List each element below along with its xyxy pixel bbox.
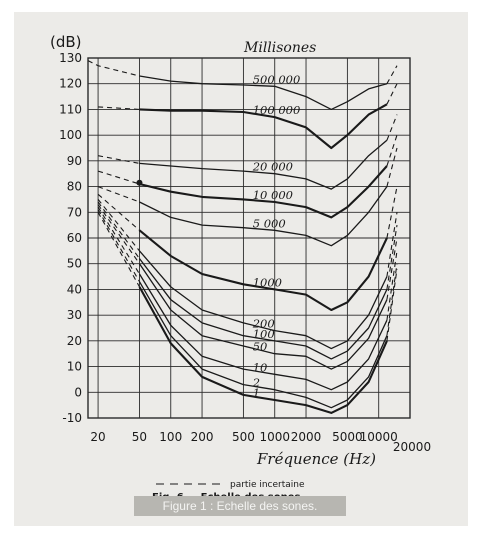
- curve-label: 100 000: [253, 103, 301, 117]
- curve-200-uncertain-high: [386, 212, 398, 277]
- x-tick-label: 10000: [360, 430, 398, 444]
- y-tick-label: 130: [59, 51, 82, 65]
- curve-10000-solid: [139, 165, 388, 219]
- curve-label: 2: [252, 376, 260, 390]
- x-tick-label: 500: [232, 430, 255, 444]
- curve-2-uncertain-high: [386, 263, 398, 336]
- x-tick-label: 100: [159, 430, 182, 444]
- curve-2-uncertain-low: [97, 209, 140, 282]
- curve-200-uncertain-low: [97, 199, 140, 252]
- curve-label: 20 000: [252, 160, 293, 174]
- curve-200-solid: [139, 250, 388, 350]
- curve-500000-solid: [139, 75, 388, 111]
- curve-2-solid: [138, 281, 388, 409]
- curve-500000-uncertain-low: [87, 60, 140, 77]
- curve-1000-solid: [138, 229, 388, 312]
- y-tick-label: 120: [59, 77, 82, 91]
- curve-label: 10 000: [253, 188, 293, 202]
- curve-label: 10: [253, 360, 268, 374]
- y-tick-label: 110: [59, 102, 82, 116]
- curve-20000-uncertain-high: [386, 114, 398, 141]
- curve-100000-uncertain-low: [98, 106, 140, 110]
- x-tick-label: 5000: [332, 430, 363, 444]
- curve-20000-solid: [139, 139, 388, 190]
- curves: [87, 60, 398, 414]
- y-tick-label: 90: [67, 154, 82, 168]
- curve-10000-uncertain-high: [386, 134, 398, 167]
- curve-500000-uncertain-high: [386, 65, 398, 84]
- x-tick-label: 50: [132, 430, 147, 444]
- curve-10-uncertain-high: [386, 250, 398, 321]
- curve-label: 1000: [253, 275, 282, 289]
- curve-label: 50: [253, 340, 268, 354]
- y-tick-label: 10: [67, 360, 82, 374]
- curve-group-label: Millisones: [243, 40, 316, 56]
- curve-20000-uncertain-low: [97, 155, 140, 164]
- figure-caption: Figure 1 : Echelle des sones.: [134, 496, 346, 516]
- curve-1-solid: [138, 286, 388, 414]
- curve-label: 5 000: [253, 216, 286, 230]
- x-tick-label: 1000: [259, 430, 290, 444]
- curve-label: 1: [253, 386, 260, 400]
- curve-50-uncertain-low: [97, 204, 140, 265]
- curve-10-solid: [138, 273, 388, 391]
- y-tick-label: 80: [67, 180, 82, 194]
- y-tick-label: 30: [67, 308, 82, 322]
- x-tick-label: 20: [90, 430, 105, 444]
- curve-label: 200: [252, 317, 275, 331]
- y-tick-label: 60: [67, 231, 82, 245]
- curve-label: 500 000: [253, 72, 301, 86]
- y-tick-label: 20: [67, 334, 82, 348]
- x-tick-label: 200: [191, 430, 214, 444]
- y-unit-label: (dB): [50, 33, 82, 51]
- y-tick-label: 0: [74, 385, 82, 399]
- curve-marker-dot: [136, 179, 143, 186]
- x-axis-label: Fréquence (Hz): [256, 450, 376, 468]
- curve-5000-uncertain-low: [97, 186, 140, 203]
- curve-100-solid: [138, 258, 388, 360]
- curve-50-uncertain-high: [386, 237, 398, 300]
- y-tick-label: 40: [67, 282, 82, 296]
- curve-100-uncertain-low: [97, 201, 140, 259]
- x-tick-label: 2000: [291, 430, 322, 444]
- y-tick-label: 70: [67, 205, 82, 219]
- curve-100-uncertain-high: [386, 225, 398, 290]
- legend-dashed-label: partie incertaine: [230, 480, 305, 490]
- curve-100000-solid: [139, 103, 388, 150]
- curve-5000-solid: [139, 186, 388, 247]
- y-tick-label: -10: [62, 411, 82, 425]
- x-tick-label: 20000: [393, 440, 431, 454]
- curve-50-solid: [138, 263, 388, 370]
- curve-label: 100: [253, 327, 275, 341]
- curve-10-uncertain-low: [97, 206, 140, 275]
- curve-5000-uncertain-high: [386, 147, 398, 187]
- curve-1-uncertain-low: [97, 212, 140, 288]
- y-tick-label: 100: [59, 128, 82, 142]
- curve-100000-uncertain-high: [386, 83, 398, 105]
- y-tick-label: 50: [67, 257, 82, 271]
- curve-1-uncertain-high: [386, 268, 398, 341]
- curve-10000-uncertain-low: [97, 170, 140, 185]
- curve-1000-uncertain-low: [97, 193, 140, 231]
